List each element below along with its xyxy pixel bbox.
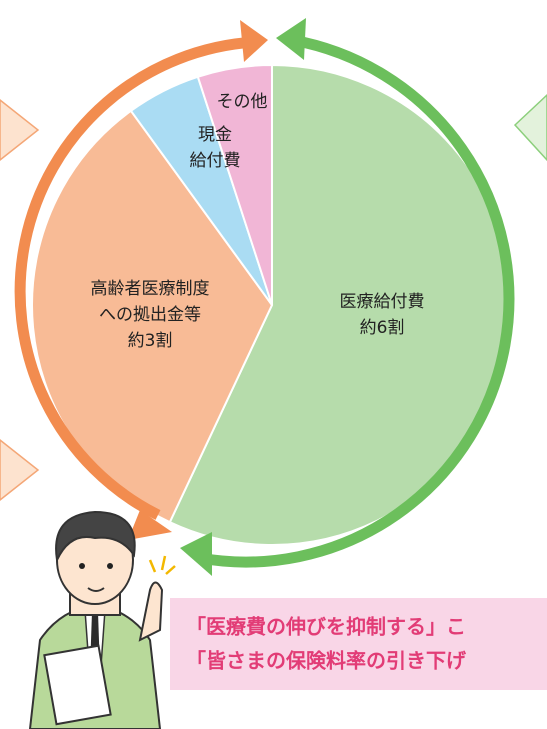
slice-label: 現金 <box>198 125 232 145</box>
value-label: 約3割 <box>128 331 173 351</box>
slice-label: 高齢者医療制度 <box>91 279 210 299</box>
person-illustration <box>30 512 175 729</box>
message-banner <box>170 598 547 690</box>
slice-label: その他 <box>217 92 268 112</box>
arrow-head <box>180 532 212 576</box>
page: 医療給付費約6割 高齢者医療制度への拠出金等約3割 現金給付費 その他 「医療費の伸び… <box>0 0 547 729</box>
bubble-tip <box>0 440 38 500</box>
value-label: 約6割 <box>360 318 405 338</box>
message-line: 「医療費の伸びを抑制する」こ <box>186 615 466 639</box>
message-line: 「皆さまの保険料率の引き下げ <box>186 649 467 673</box>
bubble-tip <box>0 100 38 160</box>
slice-label: 給付費 <box>190 151 241 171</box>
chart: 医療給付費約6割 高齢者医療制度への拠出金等約3割 現金給付費 その他 「医療費の伸び… <box>0 0 547 729</box>
arrow-head <box>276 18 306 60</box>
slice-label: 医療給付費 <box>340 292 425 312</box>
bubble-tip <box>515 95 547 160</box>
arrow-head <box>240 20 268 62</box>
slice-label: への拠出金等 <box>99 305 201 325</box>
